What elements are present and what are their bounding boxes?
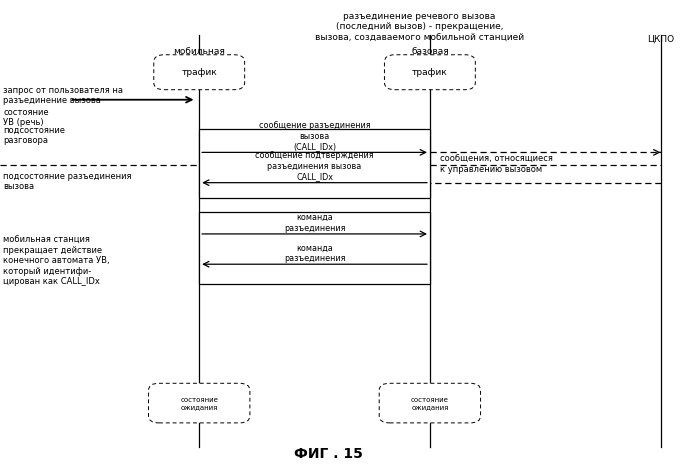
Text: мобильная станция
прекращает действие
конечного автомата УВ,
который идентифи-
ц: мобильная станция прекращает действие ко… <box>3 236 110 286</box>
Text: ЦКПО: ЦКПО <box>647 35 674 44</box>
FancyBboxPatch shape <box>148 383 250 423</box>
Text: подсостояние разъединения
вызова: подсостояние разъединения вызова <box>3 172 132 192</box>
FancyBboxPatch shape <box>384 55 475 89</box>
Text: команда
разъединения: команда разъединения <box>284 243 345 263</box>
Bar <box>199 212 430 284</box>
Text: сообщение разъединения
вызова
(CALL_IDx): сообщение разъединения вызова (CALL_IDx) <box>259 121 370 151</box>
Text: ФИГ . 15: ФИГ . 15 <box>294 447 363 461</box>
Text: состояние
ожидания: состояние ожидания <box>411 397 449 410</box>
FancyBboxPatch shape <box>154 55 245 89</box>
Text: мобильная
станция L3: мобильная станция L3 <box>173 47 226 66</box>
Text: состояние
УВ (речь): состояние УВ (речь) <box>3 108 49 127</box>
Text: сообщение подтверждения
разъединения вызова
CALL_IDx: сообщение подтверждения разъединения выз… <box>255 151 374 181</box>
Text: сообщения, относящиеся
к управлению вызовом: сообщения, относящиеся к управлению вызо… <box>440 154 553 174</box>
Text: базовая
станция L3: базовая станция L3 <box>403 47 456 66</box>
Text: команда
разъединения: команда разъединения <box>284 213 345 233</box>
Text: трафик: трафик <box>181 68 217 77</box>
Bar <box>199 129 430 198</box>
Text: запрос от пользователя на
разъединение вызова: запрос от пользователя на разъединение в… <box>3 86 124 105</box>
Text: подсостояние
разговора: подсостояние разговора <box>3 125 66 145</box>
Text: разъединение речевого вызова
(последний вызов) - прекращение,
вызова, создаваемо: разъединение речевого вызова (последний … <box>315 12 524 41</box>
Text: состояние
ожидания: состояние ожидания <box>180 397 218 410</box>
FancyBboxPatch shape <box>379 383 481 423</box>
Text: трафик: трафик <box>412 68 448 77</box>
